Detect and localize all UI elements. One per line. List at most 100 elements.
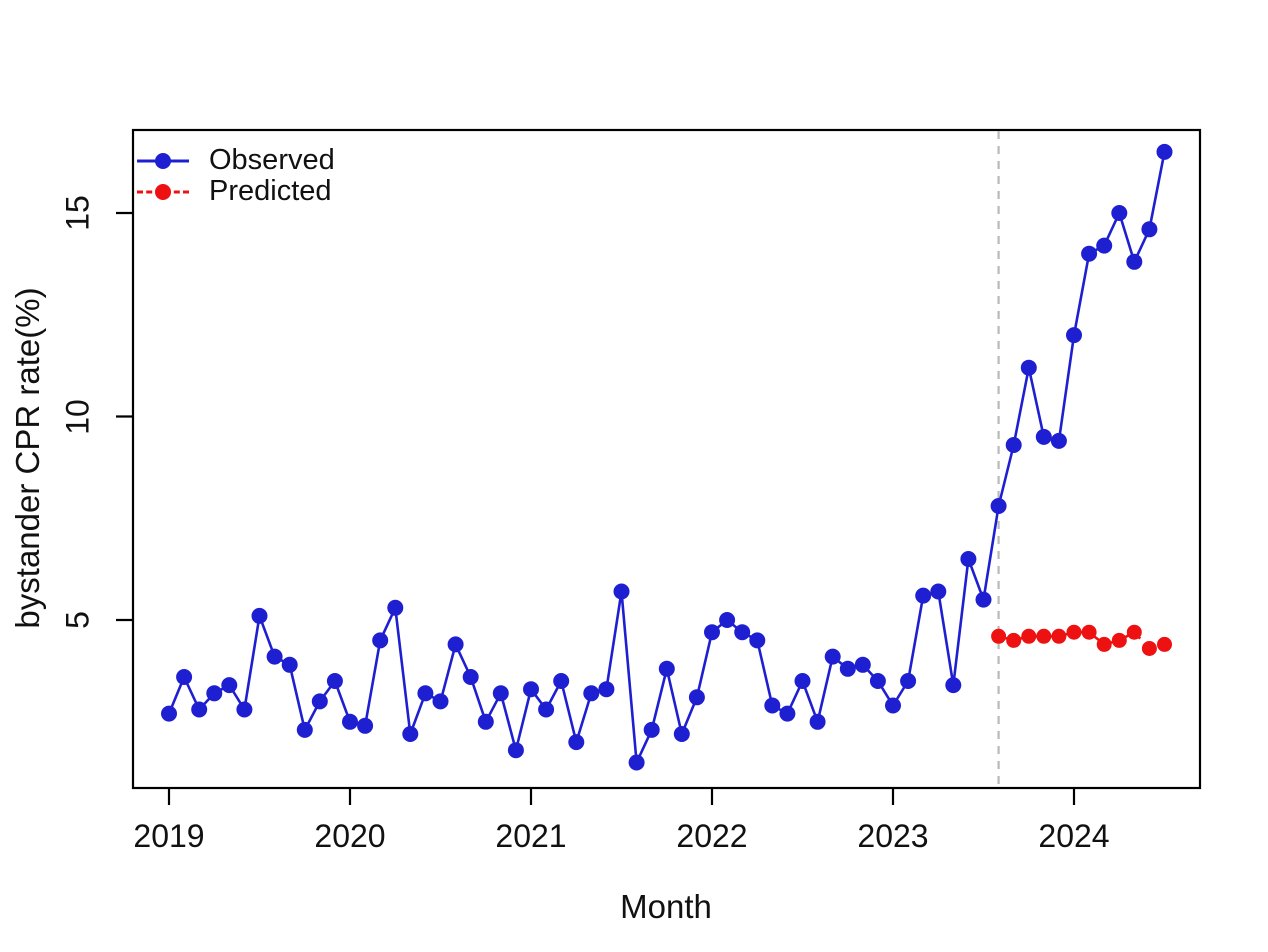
observed-data-point: [869, 673, 886, 689]
observed-data-point: [206, 685, 223, 702]
observed-data-point: [915, 587, 932, 604]
predicted-data-point: [1006, 632, 1022, 648]
observed-data-point: [688, 689, 705, 706]
observed-data-point: [1081, 245, 1098, 262]
observed-data-point: [568, 734, 585, 751]
predicted-data-point: [1081, 624, 1097, 640]
observed-dot-icon: [155, 152, 171, 169]
observed-data-point: [719, 612, 736, 628]
observed-data-point: [1111, 205, 1128, 221]
observed-data-point: [477, 713, 494, 730]
observed-data-point: [462, 669, 479, 685]
x-tick-label-2020: 2020: [314, 818, 386, 854]
observed-data-point: [975, 591, 992, 608]
observed-data-point: [658, 660, 675, 677]
observed-data-point: [251, 607, 268, 624]
observed-data-point: [1126, 253, 1143, 270]
observed-data-point: [809, 713, 826, 730]
observed-data-point: [734, 624, 751, 641]
observed-data-point: [402, 726, 419, 742]
observed-data-point: [296, 721, 313, 738]
observed-data-point: [1096, 237, 1113, 254]
observed-data-point: [161, 705, 177, 722]
y-tick-label-15: 15: [59, 195, 96, 231]
observed-data-point: [326, 673, 343, 689]
observed-line-swatch: [137, 152, 189, 170]
x-axis-title: Month: [620, 888, 712, 925]
observed-data-point: [357, 717, 374, 734]
observed-data-point: [779, 705, 796, 722]
predicted-data-point: [1021, 628, 1037, 644]
predicted-data-point: [991, 628, 1007, 644]
legend-label-predicted: Predicted: [209, 175, 332, 207]
observed-data-point: [266, 648, 283, 665]
observed-data-point: [628, 754, 645, 771]
observed-data-point: [1050, 432, 1067, 449]
predicted-data-point: [1157, 636, 1172, 652]
observed-data-point: [794, 673, 811, 689]
x-tick-label-2024: 2024: [1038, 818, 1110, 854]
observed-data-point: [583, 685, 600, 702]
observed-data-point: [387, 599, 404, 616]
observed-data-point: [1035, 428, 1052, 445]
observed-data-point: [900, 673, 917, 689]
y-tick-label-5: 5: [59, 611, 96, 629]
observed-data-point: [492, 685, 509, 702]
predicted-data-point: [1141, 641, 1157, 656]
legend: Observed Predicted: [137, 145, 335, 207]
observed-data-point: [1020, 359, 1037, 376]
predicted-data-point: [1096, 636, 1112, 652]
x-tick-label-2019: 2019: [133, 818, 205, 854]
x-tick-label-2023: 2023: [857, 818, 929, 854]
predicted-data-point: [1036, 628, 1052, 644]
predicted-data-point: [1066, 624, 1082, 640]
observed-data-point: [1141, 221, 1158, 238]
predicted-data-point: [1051, 628, 1067, 644]
observed-data-point: [643, 721, 660, 738]
legend-item-predicted: Predicted: [137, 176, 335, 207]
predicted-dot-icon: [155, 183, 171, 200]
observed-data-point: [553, 673, 570, 689]
observed-data-point: [342, 713, 358, 730]
observed-data-point: [191, 701, 208, 718]
observed-data-point: [885, 697, 901, 714]
observed-data-point: [1066, 327, 1082, 344]
observed-data-point: [749, 632, 766, 649]
legend-label-observed: Observed: [209, 144, 335, 176]
plot-border: [131, 128, 1202, 790]
observed-data-point: [764, 697, 781, 714]
observed-data-point: [673, 726, 690, 742]
observed-data-point: [176, 669, 193, 685]
observed-data-point: [824, 648, 841, 665]
observed-data-point: [221, 677, 238, 694]
observed-data-point: [432, 693, 449, 710]
observed-data-point: [538, 701, 555, 718]
predicted-data-point: [1111, 632, 1127, 648]
observed-data-point: [372, 632, 389, 649]
observed-data-point: [281, 656, 298, 673]
predicted-data-point: [1126, 624, 1142, 640]
x-tick-label-2021: 2021: [495, 818, 567, 854]
legend-item-observed: Observed: [137, 145, 335, 176]
observed-data-point: [598, 681, 615, 698]
observed-data-point: [613, 583, 630, 600]
observed-data-point: [523, 681, 539, 698]
observed-data-point: [945, 677, 962, 694]
observed-data-point: [839, 660, 856, 677]
observed-data-point: [447, 636, 464, 653]
observed-data-point: [1005, 437, 1022, 453]
y-axis-title: bystander CPR rate(%): [9, 287, 46, 629]
observed-data-point: [704, 624, 720, 641]
observed-data-point: [854, 656, 871, 673]
observed-data-point: [236, 701, 253, 718]
observed-data-point: [507, 742, 524, 759]
observed-data-point: [930, 583, 947, 600]
y-tick-label-10: 10: [59, 399, 96, 435]
x-tick-label-2022: 2022: [676, 818, 748, 854]
observed-data-point: [417, 685, 434, 702]
observed-data-point: [990, 498, 1007, 514]
observed-data-point: [1156, 143, 1173, 160]
observed-data-point: [960, 551, 977, 567]
